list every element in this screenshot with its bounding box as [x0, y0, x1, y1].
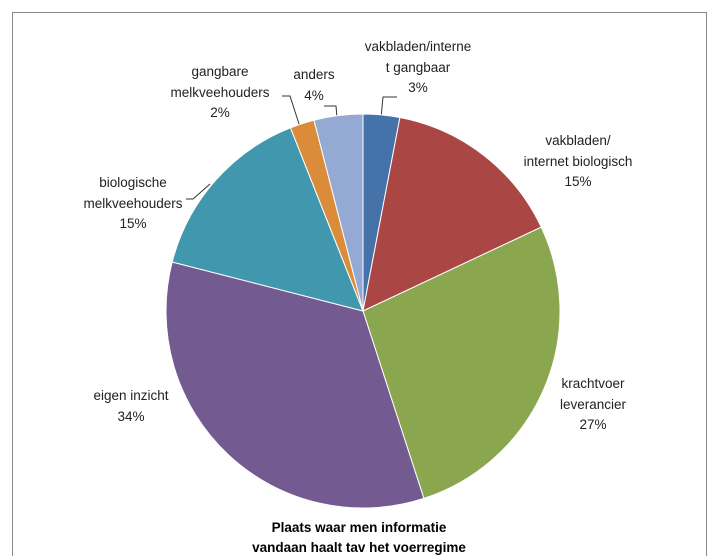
pie-slice	[165, 261, 425, 509]
value-label: 2%	[210, 105, 230, 120]
value-label: 3%	[408, 80, 428, 95]
pie-slice	[171, 127, 364, 312]
slice-label: anders 4%	[293, 65, 334, 106]
pie-slice	[313, 113, 364, 312]
leader-line	[380, 96, 397, 119]
slice-label: vakbladen/ internet biologisch 15%	[524, 131, 633, 193]
frame	[12, 12, 707, 556]
slice-label: eigen inzicht 34%	[93, 386, 168, 427]
category-label: vakbladen/interne t gangbaar	[364, 39, 472, 75]
slice-label: krachtvoer leverancier 27%	[560, 374, 626, 436]
slice-label: biologische melkveehouders 15%	[83, 173, 182, 235]
pie-slice	[362, 116, 542, 312]
slices	[165, 113, 561, 509]
value-label: 15%	[564, 174, 592, 189]
leader-line	[324, 105, 338, 119]
category-label: anders	[293, 67, 335, 82]
category-label: vakbladen/ internet biologisch	[523, 133, 633, 169]
leader-lines	[186, 95, 397, 200]
value-label: 27%	[579, 417, 607, 432]
value-label: 34%	[117, 408, 145, 424]
pie-slice	[362, 226, 561, 499]
value-label: 15%	[119, 216, 147, 231]
slice-label: gangbare melkveehouders 2%	[170, 62, 269, 124]
value-label: 4%	[304, 87, 324, 103]
slice-label: vakbladen/interne t gangbaar 3%	[365, 37, 472, 99]
category-label: eigen inzicht	[93, 388, 169, 403]
category-label: biologische melkveehouders	[83, 175, 183, 211]
category-label: krachtvoer leverancier	[559, 376, 627, 412]
leader-line	[186, 183, 211, 200]
leader-line	[282, 95, 301, 128]
chart-title: Plaats waar men informatie vandaan haalt…	[252, 520, 466, 555]
category-label: gangbare melkveehouders	[170, 64, 270, 100]
